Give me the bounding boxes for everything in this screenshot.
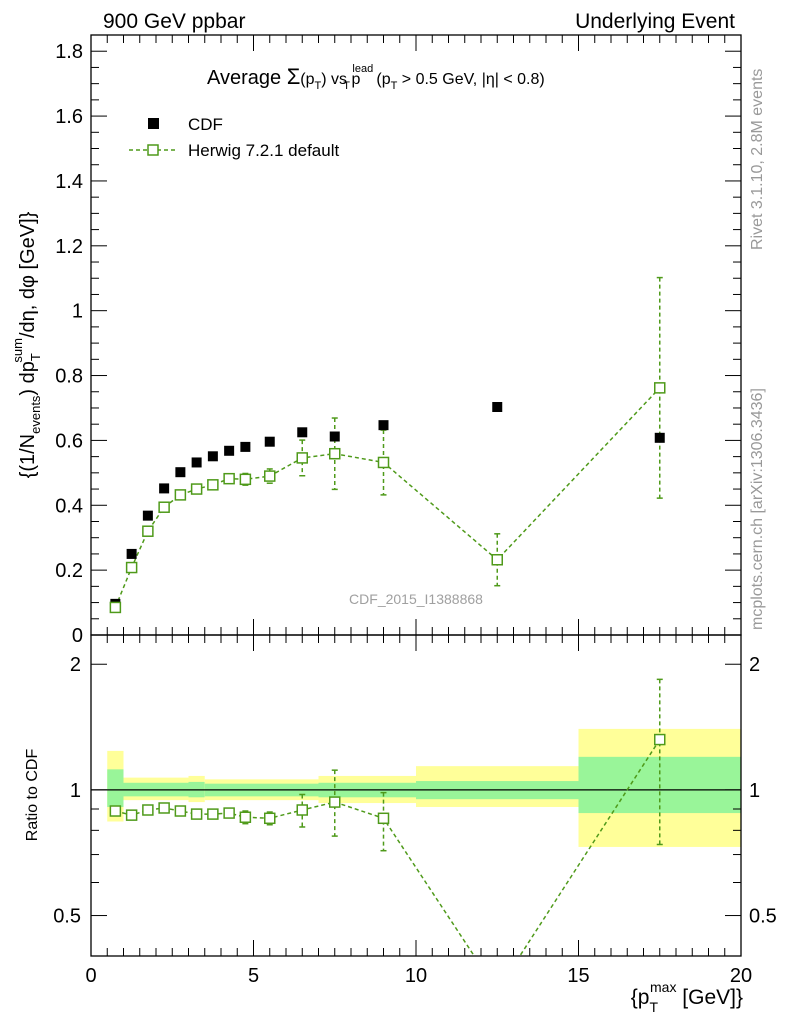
herwig-point <box>109 601 122 614</box>
cdf-point <box>264 436 275 447</box>
main-y-tick-label: 1.6 <box>55 106 83 128</box>
main-y-tick-label: 1 <box>72 301 83 323</box>
cdf-point <box>142 510 153 521</box>
main-y-tick-label: 0.6 <box>55 430 83 452</box>
plot-title: Average Σ(pT) vs plead T (pT > 0.5 GeV, |… <box>207 63 545 92</box>
ratio-y-tick-label-right: 2 <box>749 654 760 676</box>
cdf-point <box>224 445 235 456</box>
ratio-point <box>190 808 203 820</box>
main-y-tick-label: 0.4 <box>55 495 83 517</box>
side-text-mcplots: mcplots.cern.ch [arXiv:1306.3436] <box>749 388 766 630</box>
cdf-point <box>240 441 251 452</box>
herwig-point <box>239 473 252 486</box>
ratio-point <box>264 812 276 825</box>
legend-label-herwig: Herwig 7.2.1 default <box>188 141 339 160</box>
herwig-point <box>329 447 341 460</box>
cdf-point <box>175 467 186 478</box>
herwig-point <box>654 382 666 394</box>
main-y-tick-label: 0 <box>72 625 83 647</box>
cdf-point <box>159 483 170 494</box>
legend-marker-herwig <box>147 144 159 156</box>
legend-label-cdf: CDF <box>188 115 223 134</box>
ratio-band-inner <box>107 769 124 807</box>
herwig-point <box>223 472 235 485</box>
ratio-marks <box>109 678 666 956</box>
legend: CDF Herwig 7.2.1 default <box>129 115 339 160</box>
cdf-point <box>191 457 202 468</box>
ratio-y-tick-label-right: 0.5 <box>749 906 777 928</box>
herwig-point <box>491 554 503 566</box>
y-axis-label: {(1/Nevents) dpTsum/dη, dφ [GeV]} <box>10 211 43 478</box>
herwig-point <box>158 501 170 513</box>
ratio-bands <box>107 728 741 847</box>
herwig-point <box>207 479 219 491</box>
main-y-tick-label: 1.4 <box>55 171 83 193</box>
ratio-axes: 0 5 10 15 20 0.5 0.5 1 1 2 2 <box>53 634 777 987</box>
ratio-point <box>158 802 170 814</box>
ratio-point <box>239 811 252 823</box>
cdf-point <box>492 402 503 412</box>
cdf-point <box>654 432 665 443</box>
herwig-point <box>377 456 390 469</box>
x-tick-label: 20 <box>730 965 752 987</box>
ratio-point <box>174 805 187 817</box>
cdf-point <box>126 548 137 559</box>
cdf-point <box>207 451 218 462</box>
ratio-point <box>296 804 308 816</box>
herwig-point <box>190 483 203 495</box>
main-y-tick-label: 1.2 <box>55 236 83 258</box>
ratio-y-tick-label: 1 <box>70 780 81 802</box>
x-tick-label: 0 <box>85 965 96 987</box>
ratio-y-tick-label: 2 <box>70 654 81 676</box>
ratio-y-axis-label: Ratio to CDF <box>24 749 41 842</box>
ratio-point <box>223 807 235 819</box>
cdf-point <box>329 431 340 442</box>
cdf-point <box>378 420 389 431</box>
x-tick-label: 10 <box>405 965 427 987</box>
main-marks <box>109 276 666 614</box>
side-text-rivet: Rivet 3.1.10, 2.8M events <box>749 69 766 250</box>
header-right: Underlying Event <box>575 10 735 33</box>
herwig-point <box>264 470 276 482</box>
ratio-point <box>654 733 666 746</box>
ratio-y-tick-label: 0.5 <box>53 906 81 928</box>
x-axis-label: {pTmax [GeV]} <box>631 979 743 1015</box>
ratio-point <box>207 808 219 820</box>
ratio-point <box>142 804 154 816</box>
herwig-point <box>296 452 308 464</box>
cdf-point <box>297 427 308 438</box>
herwig-point <box>142 525 154 537</box>
header-left: 900 GeV ppbar <box>103 10 245 33</box>
x-tick-label: 15 <box>567 965 589 987</box>
herwig-point <box>174 489 187 501</box>
x-tick-label: 5 <box>248 965 259 987</box>
main-y-tick-label: 0.8 <box>55 366 83 388</box>
main-y-tick-label: 1.8 <box>55 41 83 63</box>
ratio-point <box>125 809 138 821</box>
ratio-point <box>109 805 122 817</box>
herwig-point <box>125 561 138 574</box>
main-y-tick-label: 0.2 <box>55 560 83 582</box>
legend-marker-cdf <box>148 118 159 129</box>
ratio-point <box>329 796 341 808</box>
ratio-y-tick-label-right: 1 <box>749 780 760 802</box>
analysis-watermark: CDF_2015_I1388868 <box>349 591 483 607</box>
ratio-point <box>377 812 390 825</box>
